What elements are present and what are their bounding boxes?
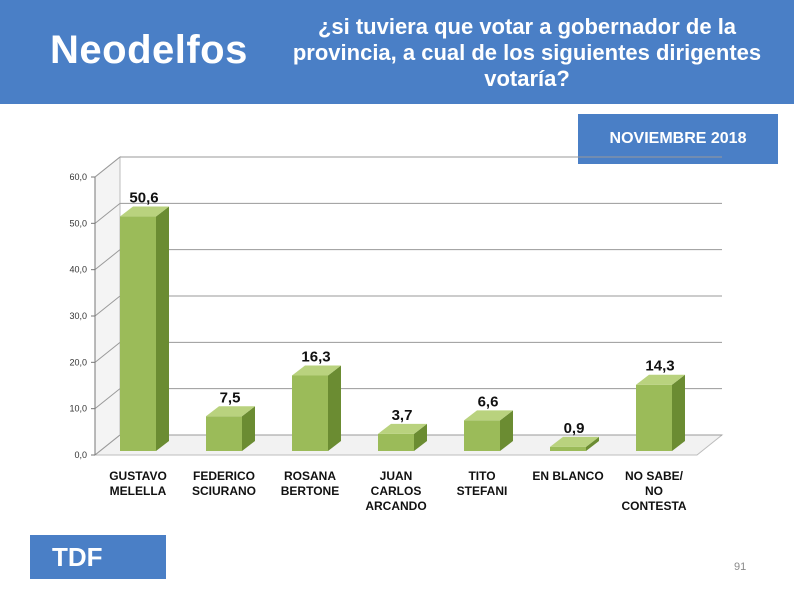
data-label: 3,7 (392, 407, 413, 424)
bar-side (414, 423, 427, 451)
category-label: TITO (468, 469, 495, 483)
data-label: 7,5 (220, 389, 241, 406)
category-label: EN BLANCO (532, 469, 603, 483)
page-number: 91 (734, 561, 747, 573)
category-label: ROSANA (284, 469, 336, 483)
data-label: 14,3 (645, 358, 674, 375)
gridline-diagonal (94, 249, 121, 271)
date-badge: NOVIEMBRE 2018 (578, 114, 778, 164)
bar-side (242, 406, 255, 451)
bar (292, 375, 328, 451)
category-label: BERTONE (281, 484, 339, 498)
bar-top (120, 206, 169, 217)
bar-top (206, 406, 255, 417)
category-label: SCIURANO (192, 484, 256, 498)
gridline-diagonal (94, 341, 121, 363)
category-label: CONTESTA (621, 499, 686, 513)
bar (120, 216, 156, 451)
y-tick-label: 50,0 (69, 218, 87, 228)
category-label: ARCANDO (365, 499, 426, 513)
gridline-diagonal (94, 434, 121, 456)
category-label: STEFANI (457, 484, 508, 498)
bar-side (586, 436, 599, 451)
brand-title: Neodelfos (50, 28, 248, 72)
category-label: NO (645, 484, 663, 498)
y-tick-label: 10,0 (69, 404, 87, 414)
category-label: JUAN (380, 469, 413, 483)
bar-top (292, 365, 341, 376)
y-tick-label: 0,0 (74, 450, 87, 460)
y-tick-label: 20,0 (69, 357, 87, 367)
data-label: 6,6 (478, 393, 499, 410)
bar (464, 420, 500, 451)
gridline-diagonal (94, 388, 121, 410)
bar (636, 384, 672, 451)
category-label: FEDERICO (193, 469, 255, 483)
data-label: 0,9 (564, 420, 585, 437)
gridline-diagonal (94, 156, 121, 178)
header-banner: Neodelfos ¿si tuviera que votar a gobern… (0, 0, 794, 104)
category-label: NO SABE/ (625, 469, 684, 483)
category-label: GUSTAVO (109, 469, 167, 483)
bar (550, 446, 586, 451)
bar (378, 433, 414, 451)
bar-top (636, 374, 685, 385)
bar-side (500, 410, 513, 451)
gridline-diagonal (94, 295, 121, 317)
category-label: MELELLA (110, 484, 167, 498)
bar (206, 416, 242, 451)
bar-top (464, 410, 513, 421)
y-tick-label: 30,0 (69, 311, 87, 321)
y-tick-label: 60,0 (69, 172, 87, 182)
gridline-diagonal (94, 202, 121, 224)
bar-side (156, 206, 169, 451)
bar-top (550, 436, 599, 447)
survey-question: ¿si tuviera que votar a gobernador de la… (292, 14, 762, 91)
bar-side (672, 374, 685, 451)
region-badge: TDF (30, 535, 166, 579)
bar-side (328, 365, 341, 451)
bar-chart: 0,0 10,0 20,0 30,0 40,0 50,0 60,0 50,6 GUSTAVOME… (69, 155, 724, 513)
bar-top (378, 423, 427, 434)
data-label: 50,6 (129, 190, 158, 207)
y-tick-label: 40,0 (69, 265, 87, 275)
data-label: 16,3 (301, 348, 330, 365)
category-label: CARLOS (371, 484, 422, 498)
